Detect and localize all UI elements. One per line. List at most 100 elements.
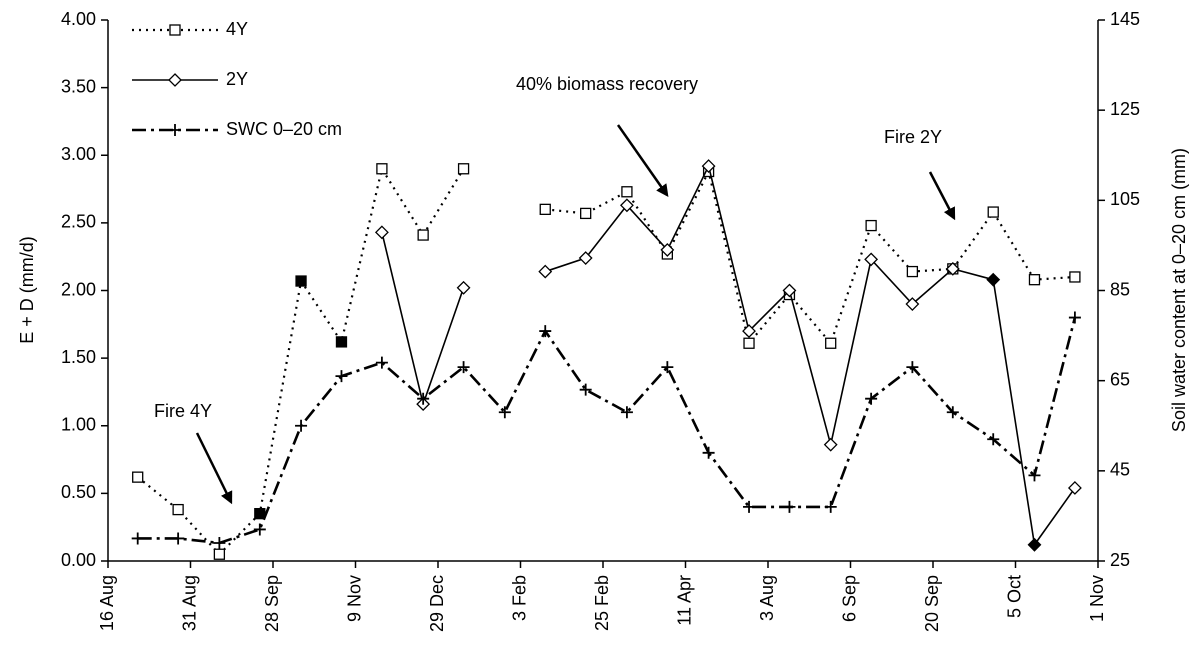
data-point [620,406,633,419]
data-point [538,264,553,279]
data-point [621,186,633,198]
data-point [743,500,756,513]
data-point [906,265,919,278]
x-tick-label: 29 Dec [427,575,447,632]
x-tick-label: 28 Sep [262,575,282,632]
data-point [945,261,960,276]
data-point [906,361,919,374]
y-tick-label: 2.00 [61,279,96,299]
data-point [987,433,1000,446]
legend-label: 4Y [226,19,248,39]
data-point [782,283,797,298]
series-line [381,163,1076,547]
x-tick-label: 3 Feb [509,575,529,621]
data-point [417,392,430,405]
y2-tick-label: 145 [1110,9,1140,29]
x-tick-label: 1 Nov [1087,575,1107,622]
series-line [137,165,1075,556]
data-point [946,406,959,419]
y-tick-label: 4.00 [61,9,96,29]
legend-marker [168,73,182,87]
y2-tick-label: 85 [1110,279,1130,299]
y-tick-label: 0.00 [61,550,96,570]
data-point [578,251,593,265]
annotation: Fire 2Y [884,127,942,147]
data-point [295,419,308,432]
y-tick-label: 1.00 [61,415,96,435]
x-tick-label: 25 Feb [592,575,612,631]
x-tick-label: 20 Sep [922,575,942,632]
annotation: Fire 4Y [154,401,212,421]
y-tick-label: 2.50 [61,212,96,232]
data-point [539,203,551,216]
y-tick-label: 0.50 [61,482,96,502]
annotation-arrow [195,432,233,505]
data-point [865,392,878,405]
data-point [865,219,877,232]
x-tick-label: 6 Sep [839,575,859,622]
legend-label: 2Y [226,69,248,89]
data-point [213,548,226,560]
x-tick-label: 16 Aug [97,575,117,631]
data-point [498,406,511,419]
x-tick-label: 31 Aug [179,575,199,631]
data-point [824,500,837,513]
data-point [987,206,999,218]
data-point [1028,274,1041,286]
data-point [172,503,184,516]
annotation-arrow [928,171,956,221]
y-tick-label: 1.50 [61,347,96,367]
y2-tick-label: 45 [1110,460,1130,480]
y-axis-label: E + D (mm/d) [17,236,37,344]
y2-tick-label: 65 [1110,369,1130,389]
data-point [417,229,429,241]
x-tick-label: 11 Apr [674,575,694,626]
data-point [213,536,226,549]
data-point [253,523,266,536]
y-tick-label: 3.50 [61,76,96,96]
data-point [864,252,879,267]
data-point [539,325,552,338]
data-point [986,272,1001,287]
data-point [701,159,716,173]
legend-marker [169,124,181,136]
data-point [579,383,592,396]
y2-tick-label: 125 [1110,99,1140,119]
annotation: 40% biomass recovery [516,74,698,94]
x-tick-label: 3 Aug [757,575,777,621]
annotation-arrow [616,124,669,198]
legend-marker [169,24,181,36]
data-point [1067,481,1082,495]
x-tick-label: 9 Nov [344,575,364,622]
data-point [131,532,144,545]
data-point [1027,537,1042,552]
x-tick-label: 5 Oct [1004,575,1024,618]
data-point [743,337,755,349]
data-point [620,198,634,213]
data-point [374,225,389,240]
data-point [132,471,144,483]
data-point [172,532,185,545]
data-point [661,361,674,374]
data-point [702,446,715,459]
y2-axis-label: Soil water content at 0–20 cm (mm) [1169,148,1189,432]
data-point [823,437,838,452]
series-line [137,317,1077,545]
data-point [375,356,388,369]
data-point [580,207,592,220]
data-point [783,500,796,513]
data-point [295,275,307,287]
data-point [1028,469,1041,482]
legend-label: SWC 0–20 cm [226,119,342,139]
data-point [1069,271,1081,283]
data-point [457,361,470,374]
data-point [456,280,471,295]
data-point [905,297,920,311]
data-point [825,337,837,349]
data-point [457,163,470,175]
y2-tick-label: 25 [1110,550,1130,570]
data-point [660,243,675,257]
data-point [1068,311,1081,324]
data-point [742,324,756,338]
